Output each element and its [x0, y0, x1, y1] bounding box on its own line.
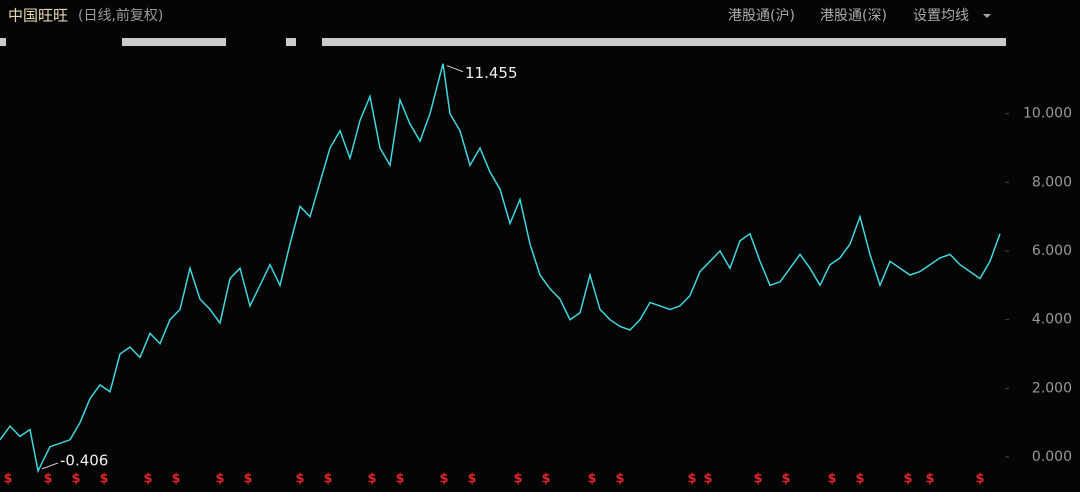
- annotation-label: -0.406: [60, 451, 108, 469]
- dividend-marker: $: [439, 472, 448, 487]
- dividend-marker: $: [243, 472, 252, 487]
- dividend-marker: $: [143, 472, 152, 487]
- dividend-marker: $: [541, 472, 550, 487]
- dividend-marker: $: [467, 472, 476, 487]
- annotation-arrow: [446, 65, 464, 73]
- dividend-marker: $: [513, 472, 522, 487]
- signal-strip: [0, 38, 1006, 46]
- y-tick-label: 2.000: [1032, 380, 1072, 396]
- y-tick-label: 10.000: [1023, 106, 1072, 122]
- dividend-marker: $: [323, 472, 332, 487]
- chart-subtitle: (日线,前复权): [78, 7, 163, 24]
- menu-item[interactable]: 设置均线: [913, 8, 969, 24]
- menu-item[interactable]: 港股通(深): [820, 8, 887, 24]
- dividend-marker: $: [615, 472, 624, 487]
- dividend-marker: $: [781, 472, 790, 487]
- signal-mark: [0, 38, 6, 46]
- dividend-marker: $: [903, 472, 912, 487]
- dropdown-arrow[interactable]: [983, 14, 991, 18]
- y-tick-label: 0.000: [1032, 449, 1072, 465]
- y-tick-label: 6.000: [1032, 243, 1072, 259]
- y-tick-label: 8.000: [1032, 174, 1072, 190]
- dividend-marker: $: [99, 472, 108, 487]
- dividend-marker: $: [703, 472, 712, 487]
- signal-mark: [122, 38, 226, 46]
- dividend-marker: $: [295, 472, 304, 487]
- annotation-label: 11.455: [465, 64, 518, 82]
- menu-item[interactable]: 港股通(沪): [728, 8, 795, 24]
- dividend-marker: $: [855, 472, 864, 487]
- dividend-marker: $: [975, 472, 984, 487]
- dividend-marker: $: [827, 472, 836, 487]
- y-tick-label: 4.000: [1032, 312, 1072, 328]
- dividend-marker: $: [71, 472, 80, 487]
- dividend-marker: $: [171, 472, 180, 487]
- dividend-marker: $: [367, 472, 376, 487]
- price-line: [0, 63, 1001, 474]
- annotation-arrow: [41, 462, 59, 470]
- dividend-marker: $: [43, 472, 52, 487]
- dividend-marker: $: [753, 472, 762, 487]
- dividend-marker: $: [687, 472, 696, 487]
- dividend-marker: $: [215, 472, 224, 487]
- dividend-marker: $: [3, 472, 12, 487]
- dividend-marker: $: [395, 472, 404, 487]
- chart-title: 中国旺旺: [8, 7, 68, 25]
- signal-mark: [322, 38, 1006, 46]
- dividend-marker: $: [587, 472, 596, 487]
- dividend-marker: $: [925, 472, 934, 487]
- signal-mark: [286, 38, 296, 46]
